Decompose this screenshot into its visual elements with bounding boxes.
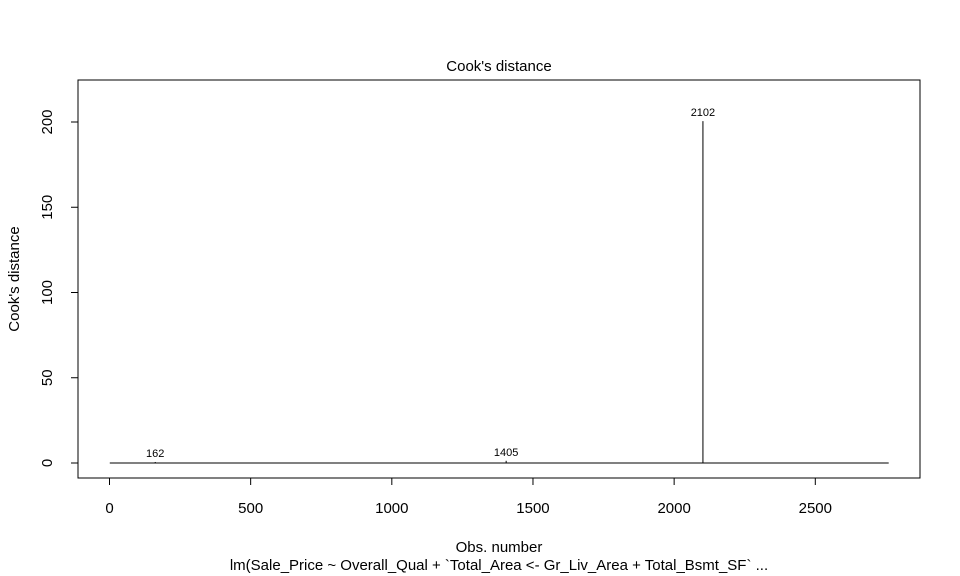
x-axis-title: Obs. number [456, 539, 543, 556]
y-tick-label: 50 [39, 369, 56, 386]
observation-label: 1405 [494, 447, 518, 459]
plot-layer: 162 1405 2102 [109, 107, 889, 464]
axis-layer: 0 500 1000 1500 2000 2500 0 50 100 150 200 [39, 109, 832, 517]
y-tick-label: 150 [39, 195, 56, 220]
observation-label: 162 [146, 448, 164, 460]
y-tick-label: 100 [39, 280, 56, 305]
y-tick-label: 0 [39, 459, 56, 467]
y-tick-label: 200 [39, 109, 56, 134]
y-axis-title: Cook's distance [6, 226, 23, 331]
chart-title: Cook's distance [446, 58, 551, 75]
plot-frame [77, 79, 921, 479]
x-tick-label: 2500 [799, 500, 832, 517]
x-tick-label: 0 [105, 500, 113, 517]
x-tick-label: 1500 [516, 500, 549, 517]
x-tick-label: 2000 [657, 500, 690, 517]
model-formula-subtitle: lm(Sale_Price ~ Overall_Qual + `Total_Ar… [230, 557, 768, 574]
x-tick-label: 500 [238, 500, 263, 517]
observation-label: 2102 [691, 107, 715, 119]
x-tick-label: 1000 [375, 500, 408, 517]
